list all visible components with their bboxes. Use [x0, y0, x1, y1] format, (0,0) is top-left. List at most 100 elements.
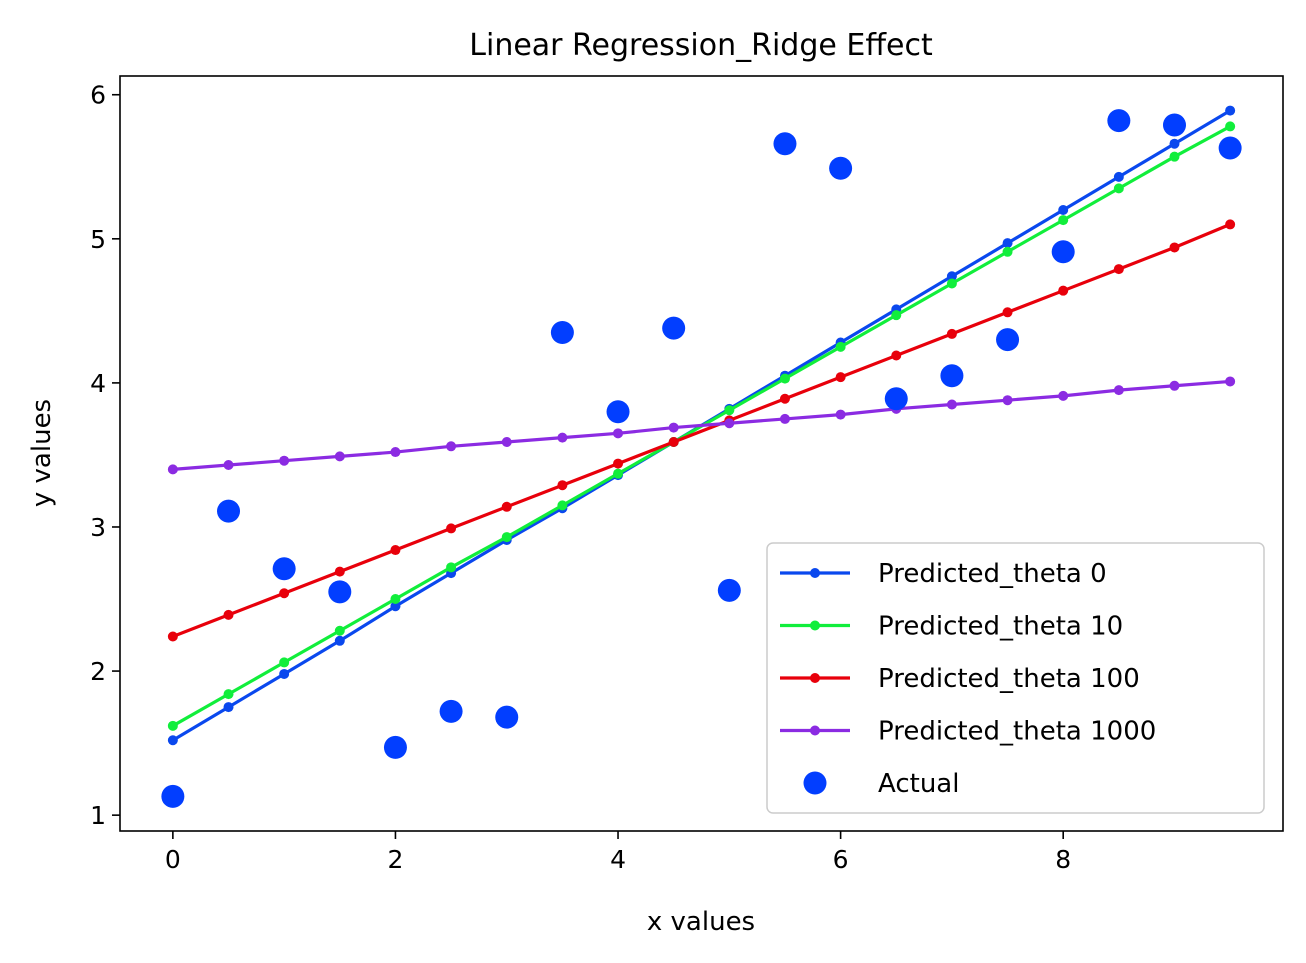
- legend-label-predicted-theta-100: Predicted_theta 100: [878, 664, 1140, 694]
- point-actual-7: [550, 320, 574, 344]
- point-predicted-theta-1000-11: [779, 413, 790, 424]
- plot-frame: [119, 75, 1284, 832]
- line-predicted-theta-1000: [171, 379, 1232, 471]
- point-predicted-theta-1000-1: [223, 460, 234, 471]
- point-actual-0: [161, 784, 185, 808]
- point-predicted-theta-100-18: [1169, 242, 1180, 253]
- legend-label-predicted-theta-10: Predicted_theta 10: [878, 612, 1123, 642]
- series-predicted-theta-1000: [167, 376, 1236, 475]
- point-predicted-theta-10-17: [1113, 183, 1124, 194]
- x-axis: 0 2 4 6 8: [165, 831, 1071, 874]
- legend-marker-predicted-theta-100: [810, 673, 820, 683]
- point-actual-8: [606, 400, 630, 424]
- point-actual-4: [383, 735, 407, 759]
- point-predicted-theta-10-18: [1169, 151, 1180, 162]
- point-predicted-theta-1000-16: [1058, 390, 1069, 401]
- legend-marker-actual: [803, 771, 827, 795]
- x-axis-label: x values: [647, 907, 755, 937]
- y-tick-label-5: 6: [90, 81, 106, 110]
- chart-title: Linear Regression_Ridge Effect: [469, 28, 933, 63]
- point-predicted-theta-0-17: [1113, 171, 1124, 182]
- point-actual-2: [272, 557, 296, 581]
- series-actual: [161, 109, 1242, 808]
- point-predicted-theta-1000-6: [501, 436, 512, 447]
- point-predicted-theta-100-14: [946, 328, 957, 339]
- series-layer: [161, 105, 1242, 808]
- point-predicted-theta-100-0: [167, 631, 178, 642]
- point-predicted-theta-1000-14: [946, 399, 957, 410]
- point-predicted-theta-100-2: [279, 588, 290, 599]
- point-predicted-theta-10-6: [501, 532, 512, 543]
- legend-marker-predicted-theta-10: [810, 620, 820, 631]
- point-actual-13: [884, 387, 908, 411]
- line-predicted-theta-100: [171, 222, 1232, 639]
- point-predicted-theta-1000-4: [390, 447, 401, 458]
- legend-box: [766, 542, 1265, 814]
- point-predicted-theta-0-0: [167, 735, 178, 746]
- point-predicted-theta-1000-2: [279, 455, 290, 466]
- x-tick-label-1: 2: [387, 845, 403, 874]
- point-predicted-theta-10-10: [724, 405, 735, 416]
- point-predicted-theta-100-3: [334, 566, 345, 577]
- point-predicted-theta-1000-9: [668, 422, 679, 433]
- y-tick-label-3: 4: [90, 369, 106, 398]
- x-tick-label-0: 0: [165, 845, 181, 874]
- point-predicted-theta-10-5: [446, 562, 457, 573]
- point-predicted-theta-100-12: [835, 372, 846, 383]
- point-predicted-theta-100-17: [1113, 264, 1124, 275]
- point-predicted-theta-1000-17: [1113, 385, 1124, 396]
- point-predicted-theta-10-1: [223, 689, 234, 700]
- point-predicted-theta-0-2: [279, 668, 290, 679]
- y-tick-label-4: 5: [90, 225, 106, 254]
- point-predicted-theta-100-8: [613, 458, 624, 469]
- legend: Predicted_theta 0 Predicted_theta 10 Predi…: [766, 542, 1265, 814]
- point-predicted-theta-1000-5: [446, 441, 457, 452]
- y-axis-label: y values: [27, 399, 57, 507]
- point-predicted-theta-0-3: [334, 635, 345, 646]
- y-tick-label-0: 1: [90, 801, 106, 830]
- point-predicted-theta-100-13: [891, 350, 902, 361]
- y-axis: 1 2 3 4 5 6: [90, 81, 120, 830]
- point-predicted-theta-10-19: [1225, 121, 1236, 132]
- point-predicted-theta-100-4: [390, 545, 401, 556]
- point-predicted-theta-10-12: [835, 341, 846, 352]
- point-predicted-theta-1000-3: [334, 451, 345, 462]
- point-predicted-theta-100-11: [779, 393, 790, 404]
- point-predicted-theta-1000-8: [613, 428, 624, 439]
- point-predicted-theta-100-9: [668, 436, 679, 447]
- point-actual-17: [1107, 109, 1131, 133]
- point-predicted-theta-10-8: [613, 468, 624, 479]
- point-predicted-theta-100-5: [446, 523, 457, 534]
- point-predicted-theta-100-1: [223, 609, 234, 620]
- point-predicted-theta-10-16: [1058, 215, 1069, 226]
- x-tick-label-3: 6: [833, 845, 849, 874]
- point-predicted-theta-10-2: [279, 657, 290, 668]
- point-predicted-theta-0-19: [1225, 105, 1236, 116]
- point-actual-6: [495, 705, 519, 729]
- point-predicted-theta-1000-18: [1169, 380, 1180, 391]
- point-actual-18: [1162, 113, 1186, 137]
- legend-label-actual: Actual: [878, 769, 959, 799]
- point-predicted-theta-100-6: [501, 501, 512, 512]
- legend-marker-predicted-theta-1000: [810, 725, 820, 736]
- point-actual-9: [662, 316, 686, 340]
- point-predicted-theta-0-14: [946, 271, 957, 282]
- point-predicted-theta-10-7: [557, 500, 568, 511]
- point-predicted-theta-0-15: [1002, 238, 1013, 249]
- point-actual-14: [940, 364, 964, 388]
- x-tick-label-2: 4: [610, 845, 626, 874]
- point-predicted-theta-100-19: [1225, 219, 1236, 230]
- point-predicted-theta-10-15: [1002, 246, 1013, 257]
- point-predicted-theta-10-4: [390, 594, 401, 605]
- point-predicted-theta-10-11: [779, 373, 790, 384]
- point-predicted-theta-0-16: [1058, 204, 1069, 215]
- point-predicted-theta-100-7: [557, 480, 568, 491]
- point-predicted-theta-10-3: [334, 625, 345, 636]
- point-actual-19: [1218, 136, 1242, 160]
- point-actual-1: [217, 499, 241, 523]
- series-predicted-theta-100: [167, 219, 1236, 642]
- point-actual-5: [439, 699, 463, 723]
- point-predicted-theta-10-14: [946, 278, 957, 289]
- point-predicted-theta-0-4: [390, 601, 401, 612]
